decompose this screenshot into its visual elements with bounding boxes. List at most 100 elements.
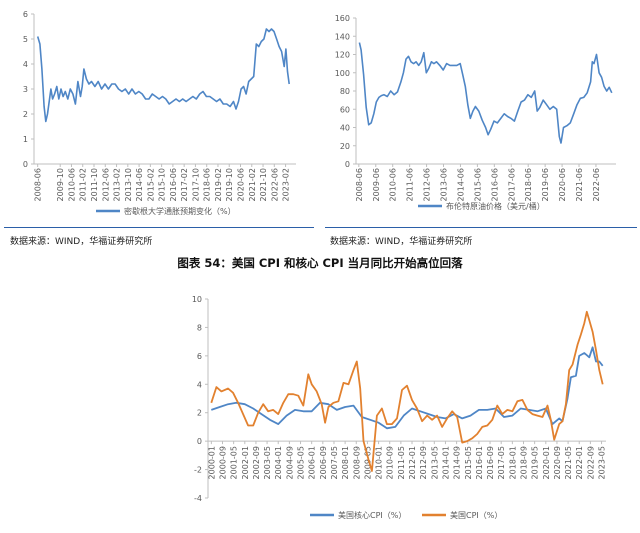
chart-b-y-tick-label: 80 <box>340 87 350 96</box>
chart-c-x-tick-label: 2022-09 <box>586 446 595 479</box>
chart-a-x-tick-label: 2013-10 <box>124 168 133 201</box>
divider-right <box>325 227 637 228</box>
chart-a-x-tick-label: 2021-10 <box>259 168 268 201</box>
chart-a-y-tick-label: 1 <box>23 135 28 144</box>
chart-c-x-tick-label: 2014-01 <box>441 446 450 479</box>
chart-a-series-line-1 <box>36 28 290 123</box>
chart-c-x-tick-label: 2008-09 <box>352 446 361 479</box>
chart-a-x-tick-label: 2015-10 <box>158 168 167 201</box>
chart-a-x-tick-label: 2019-10 <box>225 168 234 201</box>
chart-b-x-tick-label: 2018-06 <box>524 168 533 201</box>
chart-c-x-tick-label: 2016-09 <box>486 446 495 479</box>
chart-c-y-tick-label: -4 <box>194 494 202 503</box>
chart-inflation-expectation: 0 1 2 3 4 5 6 2008-06 2009-10 2010-06 2011-02 2011-… <box>0 0 316 226</box>
chart-c-x-tick-label: 2002-01 <box>241 446 250 479</box>
chart-c-x-tick-label: 2023-05 <box>598 446 607 479</box>
chart-c-x-tick-label: 2019-05 <box>531 446 540 479</box>
chart-a-x-tick-label: 2010-06 <box>67 168 76 201</box>
chart-b-y-tick-label: 60 <box>340 105 350 114</box>
chart-b-y-tick-label: 40 <box>340 124 350 133</box>
chart-c-legend-label-2: 美国CPI（%） <box>450 510 502 520</box>
chart-a-x-tick-label: 2011-02 <box>79 168 88 201</box>
chart-a-x-tick-label: 2016-06 <box>169 168 178 201</box>
chart-us-cpi: -4 -2 0 2 4 6 8 10 2000-01 2000-09 2001-05 2002-01 2… <box>160 282 622 528</box>
source-note-left: 数据来源：WIND，华福证券研究所 <box>10 237 153 247</box>
chart-c-x-tick-label: 2012-01 <box>408 446 417 479</box>
chart-c-x-tick-label: 2003-05 <box>263 446 272 479</box>
chart-b-x-tick-label: 2021-06 <box>575 168 584 201</box>
chart-c-x-tick-label: 2009-05 <box>363 446 372 479</box>
chart-a-legend-label-1: 密歇根大学通胀预期变化（%） <box>124 206 236 216</box>
chart-c-x-tick-label: 2018-09 <box>520 446 529 479</box>
figure-title: 图表 54：美国 CPI 和核心 CPI 当月同比开始高位回落 <box>177 256 463 270</box>
chart-brent-crude: 0 20 40 60 80 100 120 140 160 2008-06 2009-06 2010-… <box>322 0 640 226</box>
chart-b-legend-label-1: 布伦特原油价格（美元/桶） <box>446 201 545 211</box>
chart-a-x-tick-label: 2018-06 <box>203 168 212 201</box>
chart-c-x-tick-label: 2000-09 <box>218 446 227 479</box>
chart-c-x-tick-label: 2018-01 <box>508 446 517 479</box>
chart-a-x-tick-label: 2021-02 <box>248 168 257 201</box>
chart-a-y-tick-label: 2 <box>23 110 28 119</box>
chart-c-legend-label-1: 美国核心CPI（%） <box>338 510 406 520</box>
chart-c-x-tick-label: 2012-09 <box>419 446 428 479</box>
chart-b-y-tick-label: 20 <box>340 142 350 151</box>
chart-c-x-tick-label: 2020-01 <box>542 446 551 479</box>
chart-a-x-tick-label: 2022-06 <box>270 168 279 201</box>
chart-b-y-tick-label: 160 <box>335 14 350 23</box>
chart-a-x-tick-label: 2019-02 <box>214 168 223 201</box>
chart-b-x-tick-label: 2016-06 <box>490 168 499 201</box>
chart-a-x-tick-label: 2013-02 <box>113 168 122 201</box>
chart-b-x-tick-label: 2022-06 <box>592 168 601 201</box>
chart-c-x-tick-label: 2013-05 <box>430 446 439 479</box>
chart-c-x-tick-label: 2004-09 <box>285 446 294 479</box>
chart-c-x-tick-label: 2006-09 <box>319 446 328 479</box>
chart-a-x-tick-label: 2017-10 <box>191 168 200 201</box>
chart-c-x-tick-label: 2001-05 <box>230 446 239 479</box>
chart-c-x-tick-label: 2002-09 <box>252 446 261 479</box>
chart-c-x-tick-label: 2006-01 <box>308 446 317 479</box>
chart-c-x-tick-label: 2022-01 <box>575 446 584 479</box>
chart-b-x-tick-label: 2011-06 <box>406 168 415 201</box>
chart-c-x-tick-label: 2014-09 <box>453 446 462 479</box>
chart-c-x-tick-label: 2021-05 <box>564 446 573 479</box>
chart-b-series-line-1 <box>358 42 613 144</box>
chart-c-x-tick-label: 2010-09 <box>386 446 395 479</box>
chart-b-x-tick-label: 2009-06 <box>372 168 381 201</box>
chart-b-x-tick-label: 2020-06 <box>558 168 567 201</box>
chart-a-x-tick-label: 2023-02 <box>282 168 291 201</box>
chart-a-y-tick-label: 5 <box>23 35 28 44</box>
chart-a-svg: 0 1 2 3 4 5 6 2008-06 2009-10 2010-06 2011-02 2011-… <box>23 10 296 216</box>
chart-b-y-tick-label: 0 <box>345 160 350 169</box>
chart-c-y-tick-label: 0 <box>197 437 202 446</box>
chart-c-x-tick-label: 2004-01 <box>274 446 283 479</box>
chart-a-y-tick-label: 4 <box>23 60 28 69</box>
chart-a-x-tick-label: 2012-06 <box>101 168 110 201</box>
chart-b-svg: 0 20 40 60 80 100 120 140 160 2008-06 2009-06 2010-… <box>335 14 616 211</box>
chart-c-x-tick-label: 2000-01 <box>207 446 216 479</box>
chart-a-x-tick-label: 2017-02 <box>180 168 189 201</box>
chart-b-x-tick-label: 2008-06 <box>355 168 364 201</box>
chart-c-y-tick-label: 4 <box>197 380 202 389</box>
chart-c-x-tick-label: 2015-05 <box>464 446 473 479</box>
source-note-right: 数据来源：WIND，华福证券研究所 <box>330 237 473 247</box>
chart-a-x-tick-label: 2008-06 <box>34 168 43 201</box>
chart-c-y-tick-label: -2 <box>194 466 202 475</box>
chart-c-x-tick-label: 2017-05 <box>497 446 506 479</box>
chart-b-x-tick-label: 2014-06 <box>456 168 465 201</box>
chart-c-y-tick-label: 8 <box>197 323 202 332</box>
chart-c-y-tick-label: 10 <box>192 295 202 304</box>
chart-c-x-tick-label: 2008-01 <box>341 446 350 479</box>
chart-b-x-tick-label: 2013-06 <box>440 168 449 201</box>
chart-c-x-tick-label: 2016-01 <box>475 446 484 479</box>
chart-c-x-tick-label: 2005-05 <box>297 446 306 479</box>
chart-c-x-tick-label: 2020-09 <box>553 446 562 479</box>
chart-b-y-tick-label: 120 <box>335 51 350 60</box>
chart-b-x-tick-label: 2010-06 <box>389 168 398 201</box>
chart-c-y-tick-label: 2 <box>197 409 202 418</box>
chart-a-y-tick-label: 3 <box>23 85 28 94</box>
chart-b-y-tick-label: 100 <box>335 69 350 78</box>
chart-a-x-tick-label: 2009-10 <box>56 168 65 201</box>
chart-a-x-tick-label: 2015-02 <box>146 168 155 201</box>
chart-b-x-tick-label: 2017-06 <box>507 168 516 201</box>
